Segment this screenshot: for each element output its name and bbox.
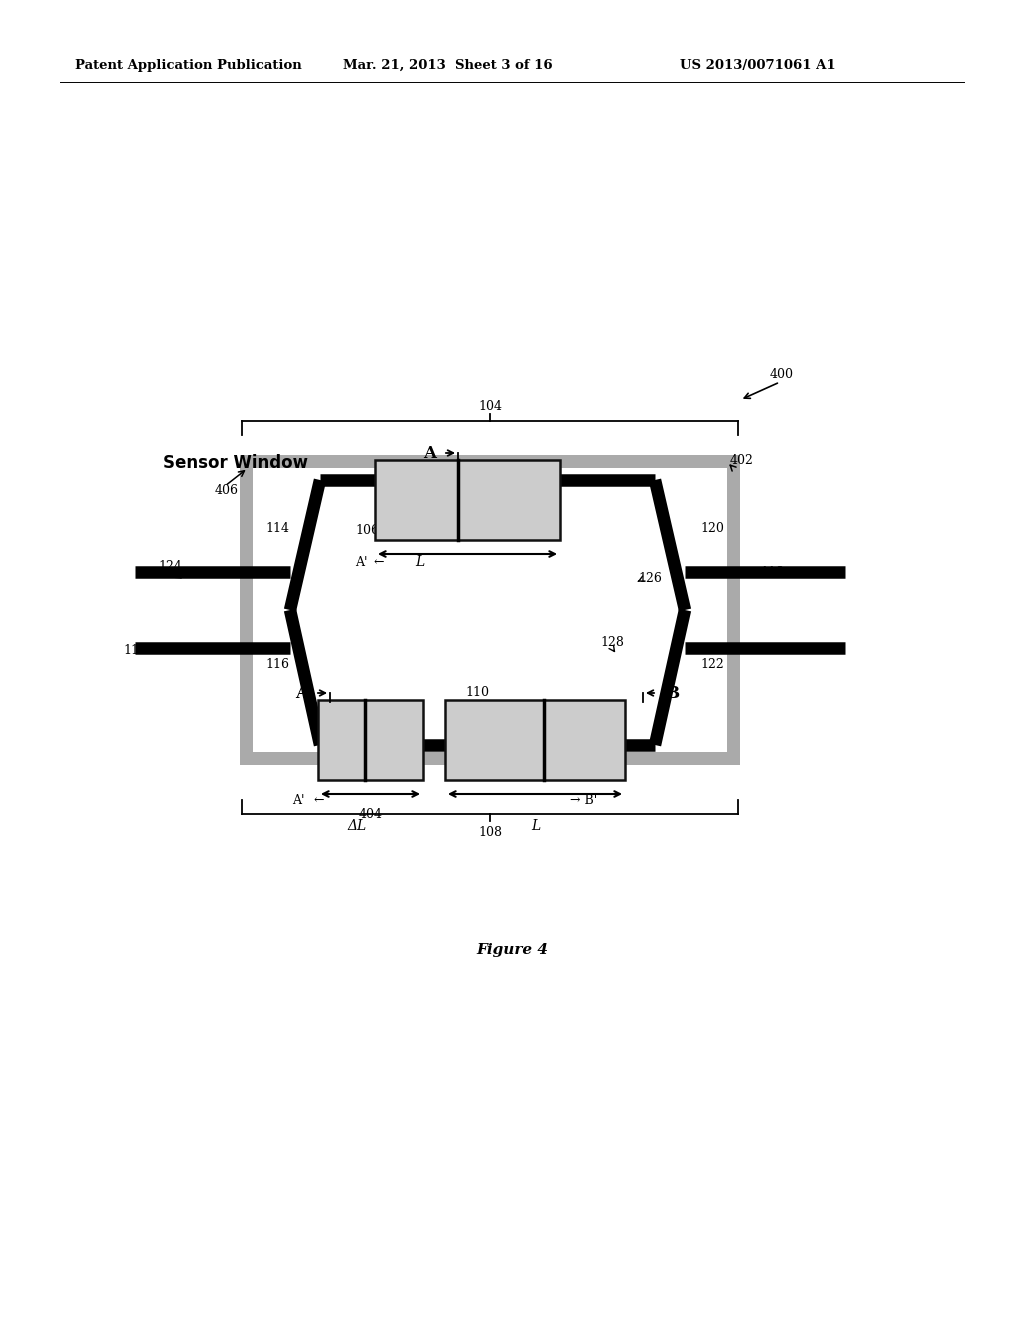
- Bar: [445, 700, 625, 780]
- Text: 404: 404: [358, 808, 383, 821]
- Text: ←: ←: [370, 556, 384, 569]
- Text: → B': → B': [570, 793, 597, 807]
- Text: Patent Application Publication: Patent Application Publication: [75, 58, 302, 71]
- Text: A: A: [296, 685, 308, 701]
- Text: 108: 108: [478, 825, 502, 838]
- Text: 114: 114: [265, 521, 289, 535]
- Bar: [253, 469, 727, 752]
- Text: 402: 402: [730, 454, 754, 466]
- Text: A': A': [293, 793, 305, 807]
- Text: 126: 126: [638, 572, 662, 585]
- Text: ←: ←: [310, 793, 325, 807]
- Bar: [375, 459, 560, 540]
- Text: L: L: [531, 818, 541, 833]
- Text: 128: 128: [600, 635, 624, 648]
- Text: 124: 124: [158, 561, 182, 573]
- Bar: [318, 700, 423, 780]
- Text: 118: 118: [760, 565, 784, 578]
- Text: 406: 406: [215, 483, 239, 496]
- Text: US 2013/0071061 A1: US 2013/0071061 A1: [680, 58, 836, 71]
- Text: 116: 116: [265, 659, 289, 672]
- Text: 110: 110: [465, 685, 489, 698]
- Text: B: B: [665, 685, 679, 701]
- Text: 120: 120: [700, 521, 724, 535]
- Text: Figure 4: Figure 4: [476, 942, 548, 957]
- Text: ΔL: ΔL: [347, 818, 367, 833]
- Text: A: A: [424, 445, 436, 462]
- Text: 104: 104: [478, 400, 502, 412]
- Text: Sensor Window: Sensor Window: [163, 454, 308, 473]
- Bar: [240, 455, 740, 766]
- Text: A': A': [355, 556, 368, 569]
- Text: Mar. 21, 2013  Sheet 3 of 16: Mar. 21, 2013 Sheet 3 of 16: [343, 58, 553, 71]
- Text: 400: 400: [770, 368, 794, 381]
- Text: 122: 122: [700, 659, 724, 672]
- Text: 106: 106: [355, 524, 379, 536]
- Text: L: L: [415, 554, 424, 569]
- Text: 112: 112: [123, 644, 146, 656]
